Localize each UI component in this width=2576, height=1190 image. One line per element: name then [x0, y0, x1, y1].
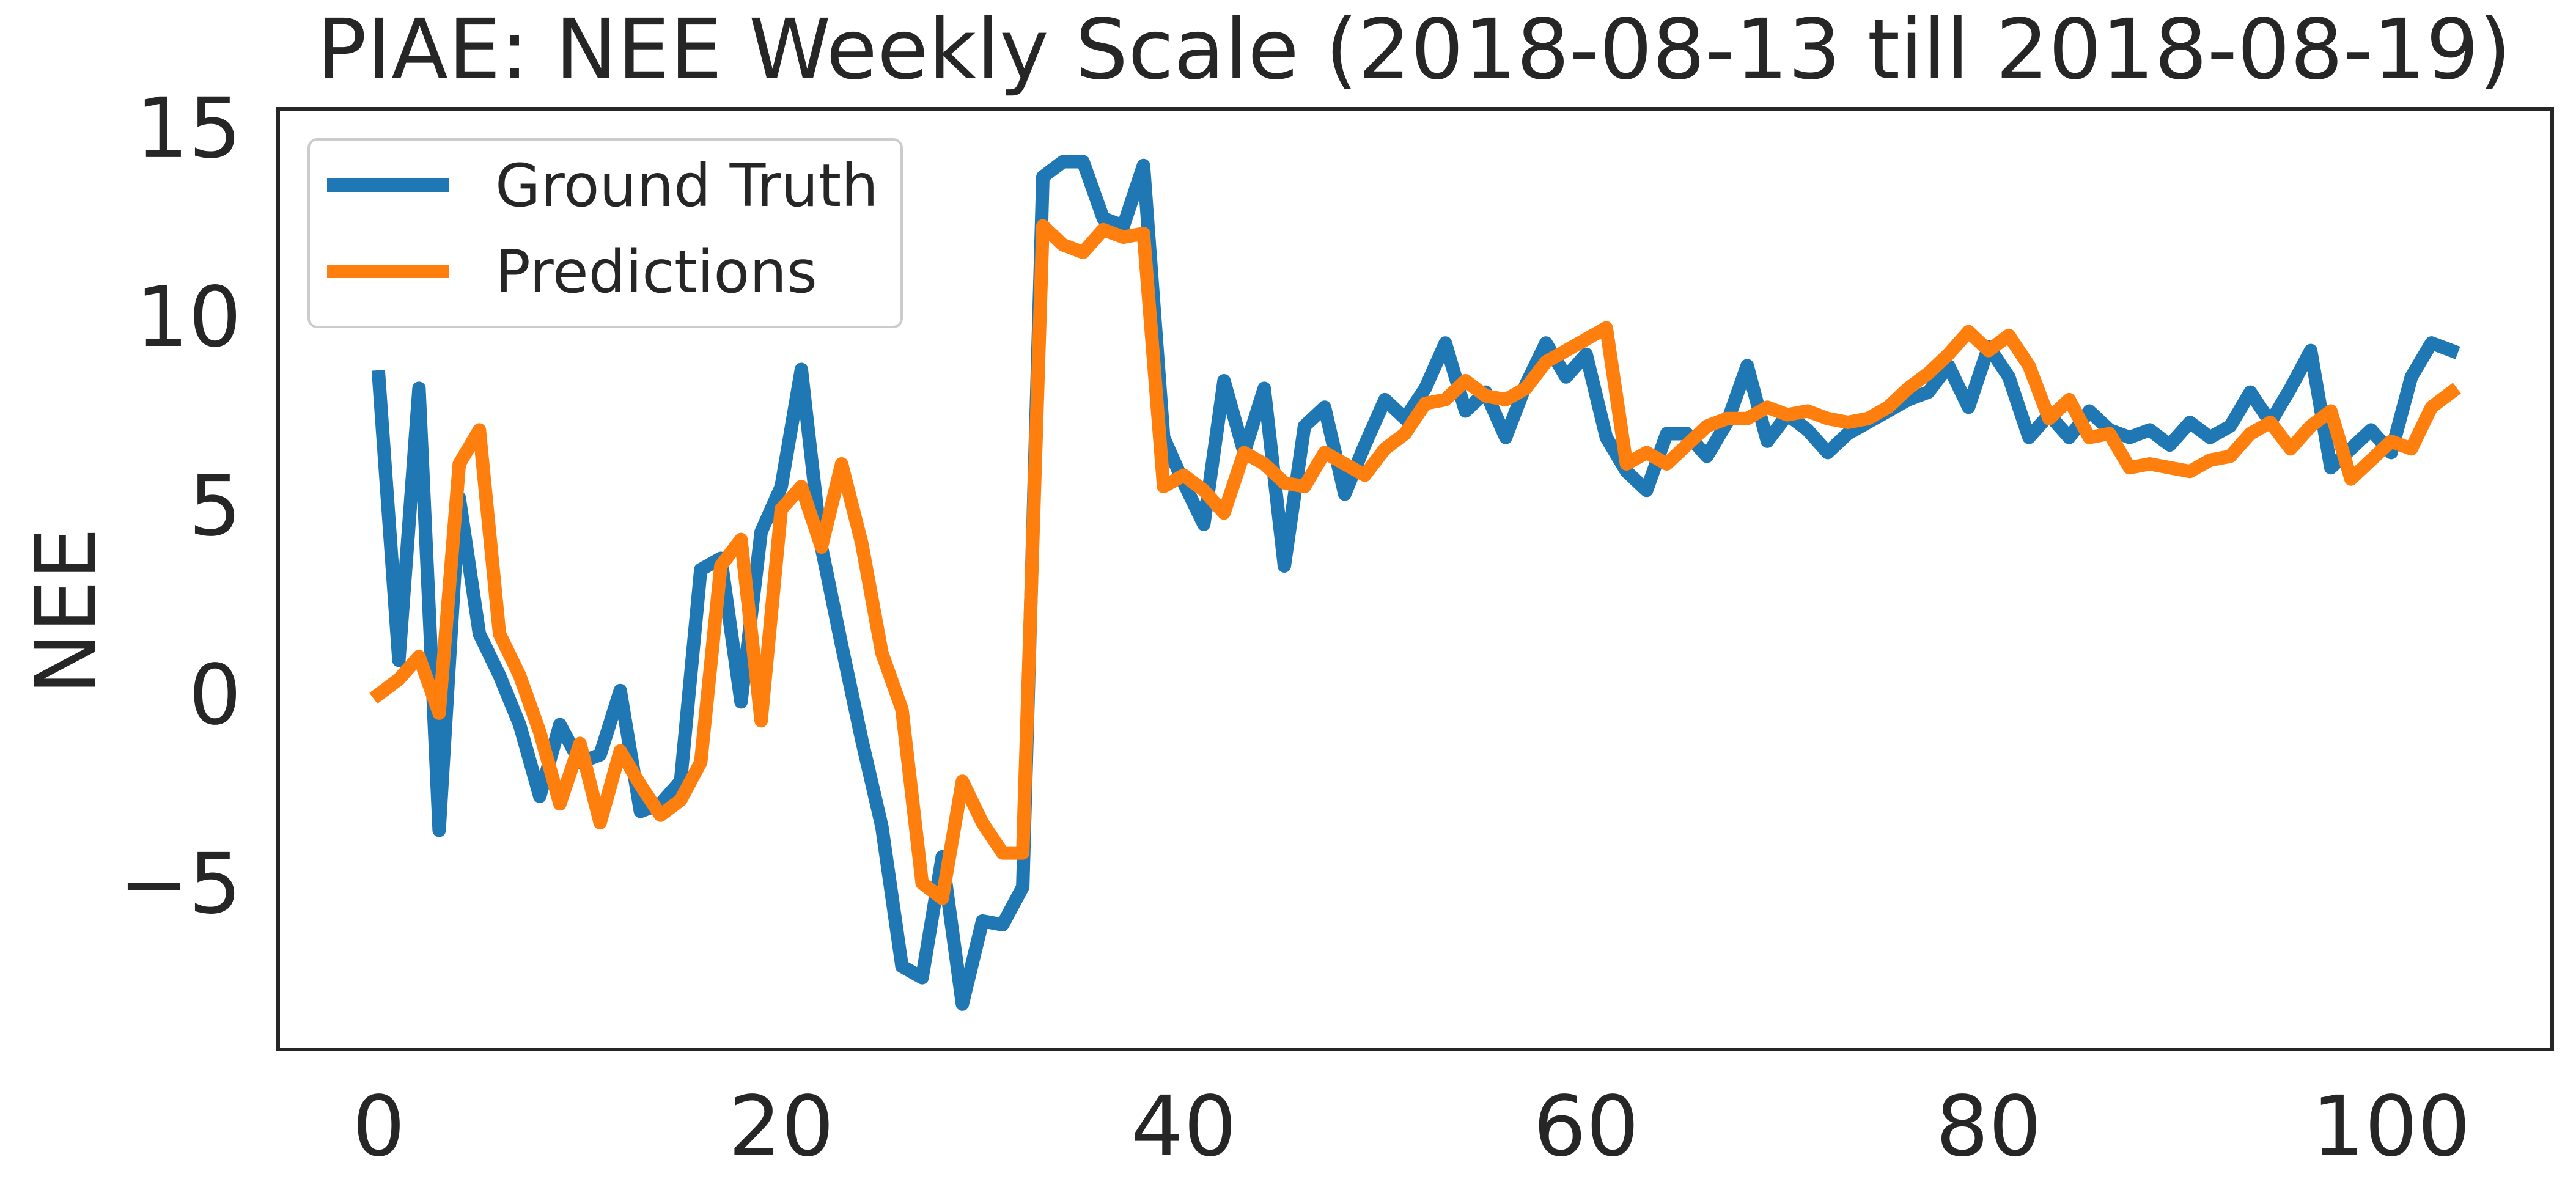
y-tick-label: 5: [188, 458, 241, 555]
x-axis-ticks: 0 20 40 60 80 100: [352, 1079, 2470, 1175]
x-tick-label: 80: [1936, 1079, 2042, 1175]
x-tick-label: 20: [728, 1079, 834, 1175]
legend-label-ground-truth: Ground Truth: [495, 152, 878, 220]
x-tick-label: 100: [2312, 1079, 2471, 1175]
legend-box: [307, 138, 903, 328]
y-tick-label: 10: [136, 270, 241, 366]
chart-title: PIAE: NEE Weekly Scale (2018-08-13 till …: [317, 2, 2511, 98]
y-axis-label: NEE: [18, 527, 115, 695]
series-line-predictions: [369, 219, 2461, 905]
plot-frame: [276, 107, 2554, 1051]
plot-lines: [369, 155, 2461, 1011]
y-tick-label: 15: [136, 81, 241, 177]
legend: Ground Truth Predictions: [307, 138, 903, 328]
x-tick-label: 40: [1131, 1079, 1237, 1175]
x-tick-label: 0: [352, 1079, 405, 1175]
y-tick-label: 0: [188, 647, 241, 744]
x-tick-label: 60: [1533, 1079, 1639, 1175]
y-axis-ticks: −5 0 5 10 15: [119, 81, 241, 933]
y-tick-label: −5: [119, 836, 241, 933]
legend-label-predictions: Predictions: [495, 238, 817, 306]
